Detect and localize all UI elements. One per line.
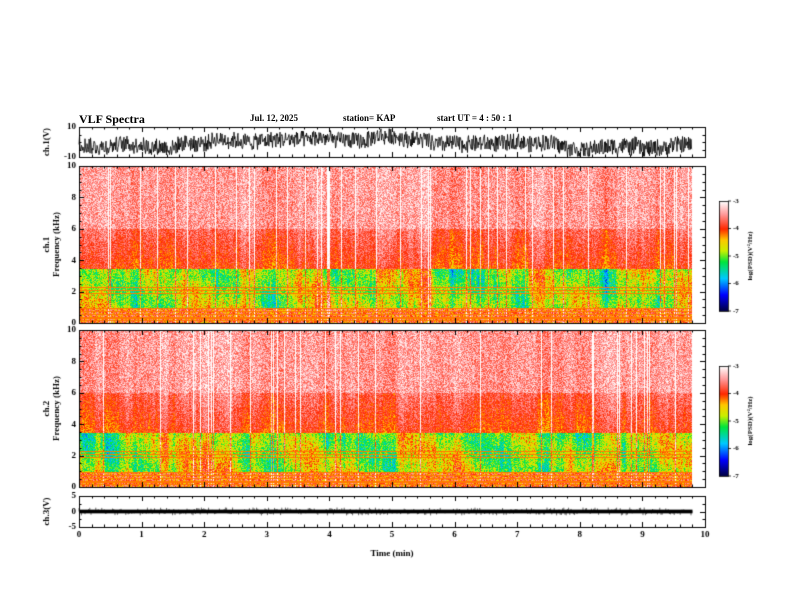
chart-title: VLF Spectra [79, 112, 145, 126]
station-label: station= KAP [343, 113, 396, 123]
start-time-label: start UT = 4 : 50 : 1 [437, 113, 513, 123]
date-label: Jul. 12, 2025 [250, 113, 299, 123]
